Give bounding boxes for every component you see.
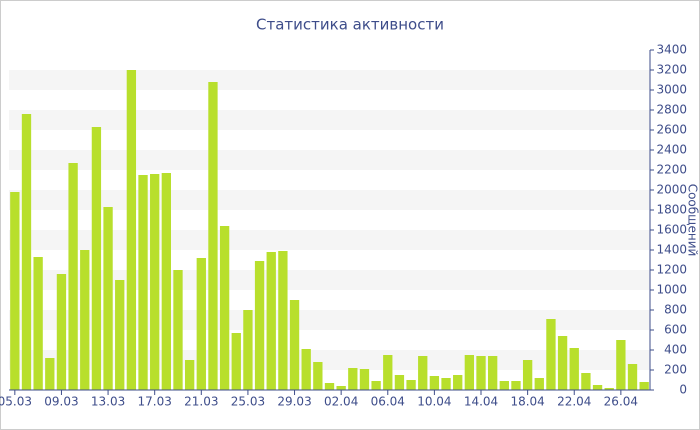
bar [557,336,568,390]
bar [383,355,393,390]
x-tick-label: 02.04 [324,395,358,409]
x-tick-label: 21.03 [184,395,218,409]
bar [488,356,498,390]
y-tick-label: 1600 [656,223,687,237]
y-tick-label: 1000 [656,283,687,297]
bar [45,358,55,390]
bar [534,378,544,390]
bar [10,192,20,390]
y-tick-label: 400 [664,343,687,357]
y-tick-label: 2600 [656,123,687,137]
y-tick-label: 2800 [656,103,687,117]
bar [161,173,171,390]
x-tick-label: 10.04 [417,395,451,409]
y-tick-label: 1200 [656,263,687,277]
bar [289,300,300,390]
bar [581,373,591,390]
bar [103,207,113,390]
x-tick-label: 17.03 [138,395,172,409]
bar [219,226,230,390]
y-tick-label: 1400 [656,243,687,257]
bar [184,360,195,390]
bar [429,376,440,390]
bar [522,360,533,390]
x-tick-label: 09.03 [44,395,78,409]
x-tick-label: 13.03 [91,395,125,409]
bar [68,163,78,390]
y-tick-label: 3200 [656,63,687,77]
bar [464,355,475,390]
bar [243,310,253,390]
bar [313,362,323,390]
bar [511,381,521,390]
bar [126,70,137,390]
y-tick-label: 2400 [656,143,687,157]
y-tick-label: 1800 [656,203,687,217]
bar [324,383,335,390]
bar [476,356,486,390]
y-tick-label: 800 [664,303,687,317]
bar [406,380,416,390]
bar [231,333,241,390]
bar [604,388,614,390]
bar [196,258,206,390]
bar [21,114,32,390]
x-tick-label: 18.04 [510,395,544,409]
y-axis-label: Сообщений [686,184,700,257]
bar [115,280,125,390]
y-tick-label: 200 [664,363,687,377]
bar [138,175,148,390]
bar [278,251,288,390]
grid-band [9,150,650,170]
bar [499,381,509,390]
y-tick-label: 0 [679,383,687,397]
x-tick-label: 29.03 [277,395,311,409]
bar [208,82,218,390]
bar [173,270,183,390]
bar [91,127,102,390]
x-tick-label: 06.04 [371,395,405,409]
y-tick-label: 3000 [656,83,687,97]
bar [394,375,405,390]
x-tick-label: 26.04 [604,395,638,409]
bar [371,381,381,390]
y-tick-label: 2000 [656,183,687,197]
bar [546,319,556,390]
bar [639,382,649,390]
y-tick-label: 600 [664,323,687,337]
bar [592,385,603,390]
bar [336,386,346,390]
bar [453,375,463,390]
bar [33,257,43,390]
bar [301,349,311,390]
x-tick-label: 22.04 [557,395,591,409]
x-tick-label: 05.03 [0,395,32,409]
bar [616,340,626,390]
bar [266,252,276,390]
bar [359,369,370,390]
grid-band [9,70,650,90]
x-tick-label: 25.03 [231,395,265,409]
bar [56,274,67,390]
bar [254,261,265,390]
chart-title: Статистика активности [256,16,444,34]
x-tick-label: 14.04 [464,395,498,409]
bar [627,364,638,390]
bar [441,378,451,390]
bar [569,348,579,390]
bar [418,356,428,390]
bar [348,368,358,390]
bar [80,250,90,390]
y-tick-label: 3400 [656,43,687,57]
bar [150,174,160,390]
y-tick-label: 2200 [656,163,687,177]
grid-band [9,110,650,130]
